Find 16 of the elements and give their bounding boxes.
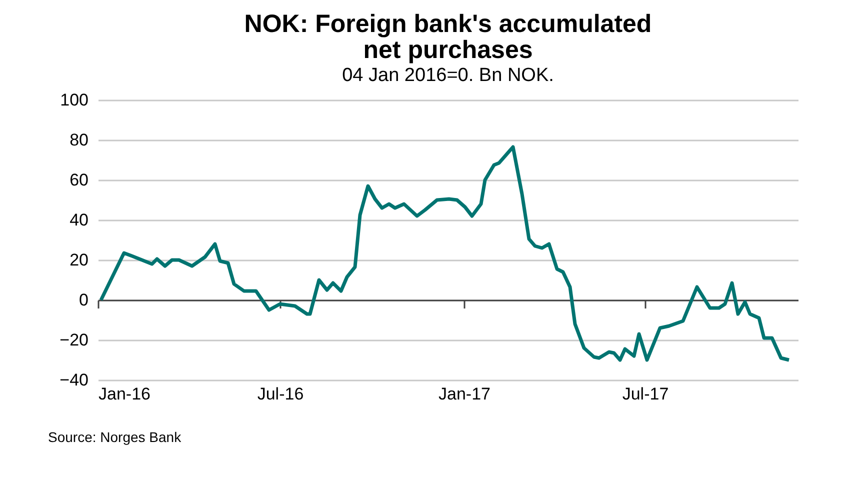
y-tick-label: −40: [60, 370, 88, 390]
x-tick-label: Jan-16: [98, 384, 150, 404]
y-tick-label: 100: [60, 90, 88, 110]
source-note: Source: Norges Bank: [48, 429, 182, 445]
y-tick-label: 60: [70, 170, 88, 190]
x-tick-label: Jul-16: [257, 384, 304, 404]
x-tick-label: Jan-17: [438, 384, 490, 404]
y-tick-label: 0: [79, 290, 88, 310]
y-tick-label: 40: [70, 210, 88, 230]
chart-title: NOK: Foreign bank's accumulated net purchases: [244, 10, 652, 64]
x-tick-label: Jul-17: [622, 384, 669, 404]
y-tick-label: 20: [70, 250, 88, 270]
y-tick-label: 80: [70, 130, 88, 150]
chart-subtitle: 04 Jan 2016=0. Bn NOK.: [342, 65, 554, 86]
line-series: [99, 145, 791, 362]
y-tick-label: −20: [60, 330, 88, 350]
